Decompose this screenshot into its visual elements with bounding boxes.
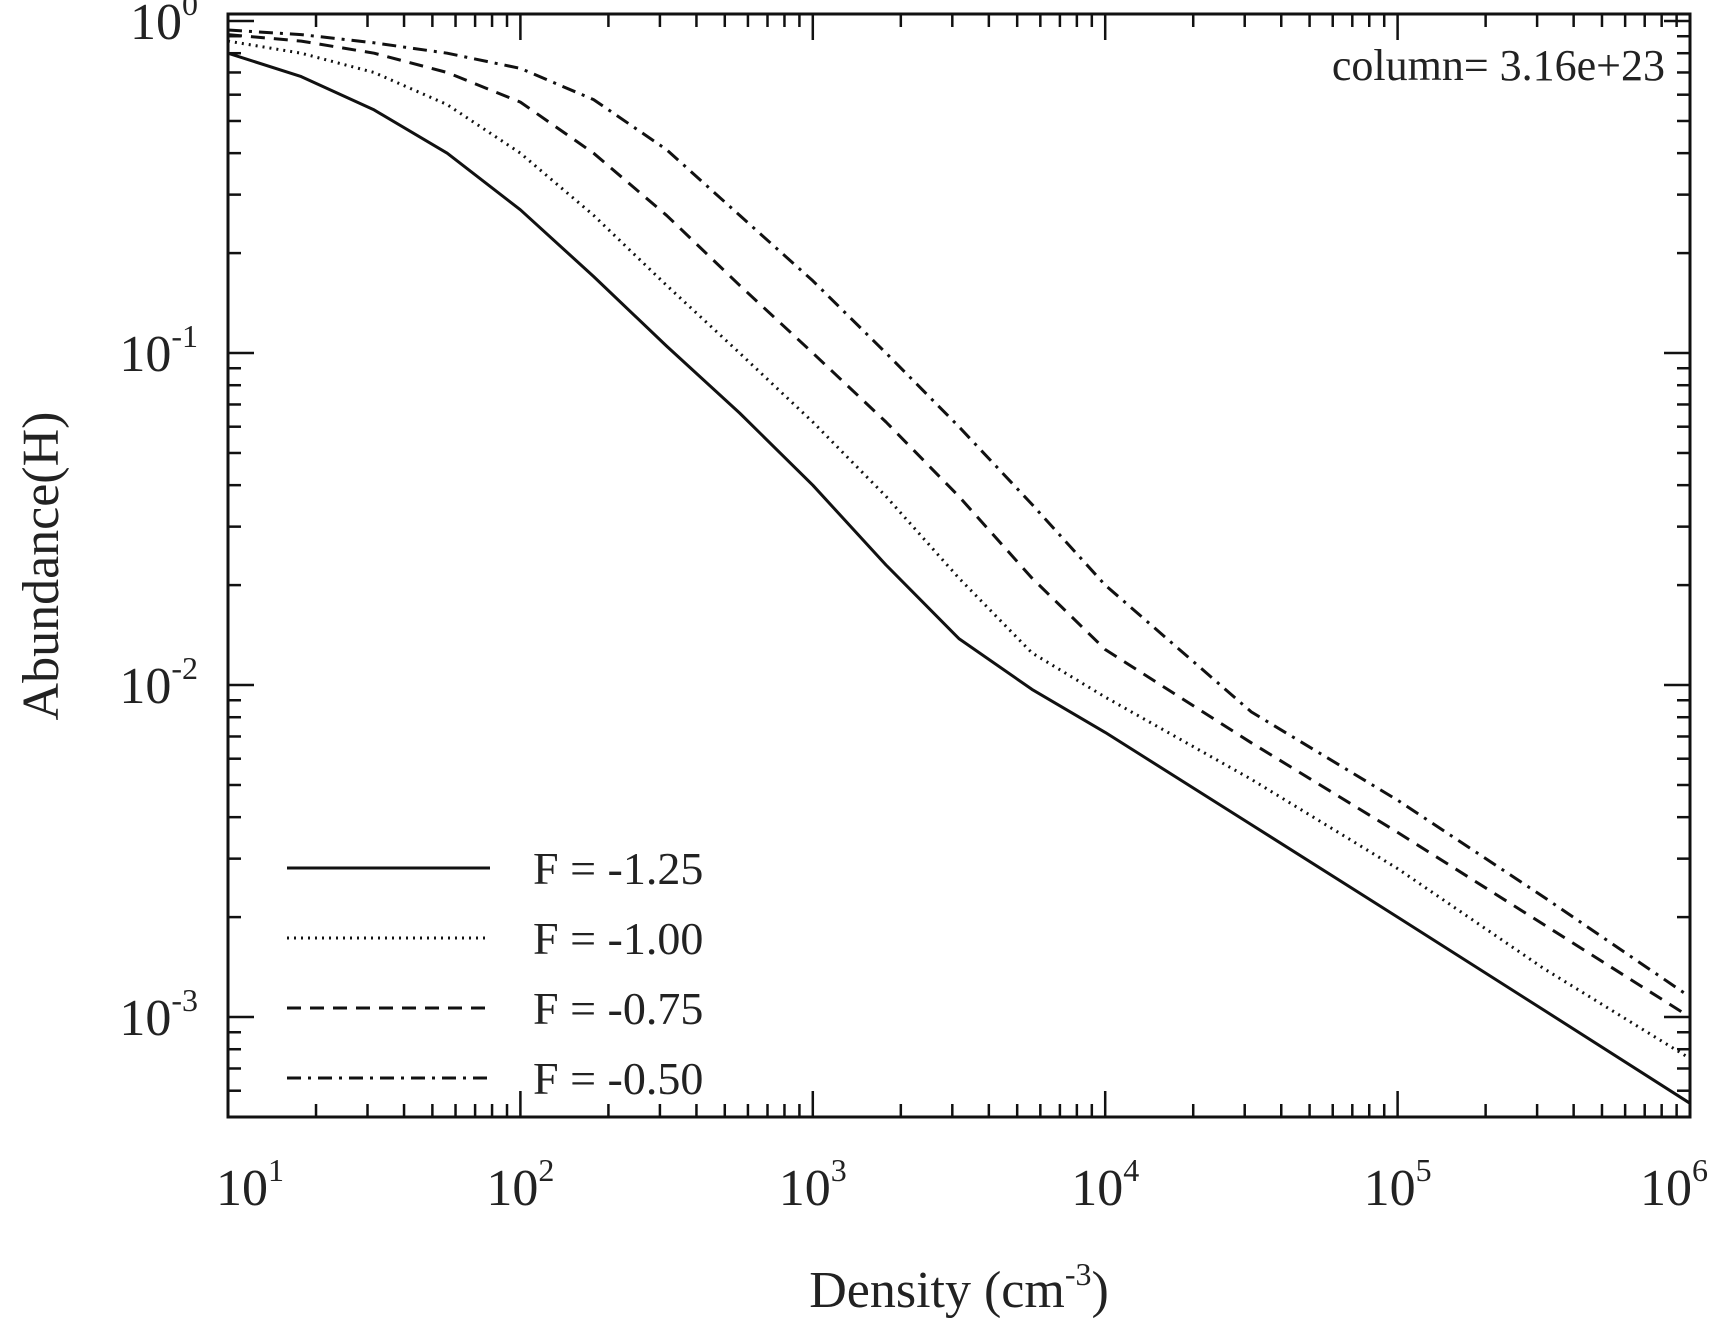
y-tick-base: 10 bbox=[119, 658, 171, 715]
series-line-3 bbox=[227, 33, 1691, 1019]
series-line-2 bbox=[227, 39, 1691, 1060]
x-tick-label: 102 bbox=[486, 1152, 554, 1217]
series-line-1 bbox=[227, 51, 1691, 1105]
series-layer bbox=[227, 28, 1691, 1105]
y-tick-exp: -2 bbox=[171, 650, 198, 686]
x-tick-exp: 4 bbox=[1123, 1152, 1139, 1188]
x-tick-label: 104 bbox=[1071, 1152, 1139, 1217]
y-tick-exp: 0 bbox=[182, 0, 198, 22]
legend-label-1: F = -1.25 bbox=[533, 843, 703, 894]
y-tick-exp: -3 bbox=[171, 982, 198, 1018]
y-tick-label: 100 bbox=[130, 0, 198, 51]
x-tick-base: 10 bbox=[779, 1160, 831, 1217]
y-tick-base: 10 bbox=[130, 0, 182, 51]
legend-label-3: F = -0.75 bbox=[533, 983, 703, 1034]
y-tick-label: 10-2 bbox=[119, 650, 198, 715]
y-tick-label: 10-1 bbox=[119, 318, 198, 383]
x-axis-title-sup: -3 bbox=[1065, 1256, 1092, 1292]
x-axis-title: Density (cm-3) bbox=[809, 1256, 1109, 1319]
x-tick-exp: 2 bbox=[538, 1152, 554, 1188]
x-tick-base: 10 bbox=[1640, 1160, 1692, 1217]
y-tick-exp: -1 bbox=[171, 318, 198, 354]
plot-frame bbox=[226, 12, 1692, 1119]
series-line-4 bbox=[227, 28, 1691, 999]
x-tick-label: 101 bbox=[216, 1152, 284, 1217]
x-tick-label: 105 bbox=[1364, 1152, 1432, 1217]
x-tick-label: 103 bbox=[779, 1152, 847, 1217]
axis-ticks bbox=[226, 14, 1692, 1119]
x-tick-base: 10 bbox=[216, 1160, 268, 1217]
x-axis-title-close: ) bbox=[1091, 1262, 1108, 1319]
legend-label-2: F = -1.00 bbox=[533, 913, 703, 964]
x-tick-base: 10 bbox=[1071, 1160, 1123, 1217]
x-tick-label: 106 bbox=[1640, 1152, 1708, 1217]
column-annotation: column= 3.16e+23 bbox=[1332, 41, 1665, 90]
x-tick-exp: 1 bbox=[268, 1152, 284, 1188]
y-tick-label: 10-3 bbox=[119, 982, 198, 1047]
legend-label-4: F = -0.50 bbox=[533, 1053, 703, 1104]
y-axis-title: Abundance(H) bbox=[13, 412, 70, 721]
x-tick-base: 10 bbox=[486, 1160, 538, 1217]
x-tick-exp: 3 bbox=[831, 1152, 847, 1188]
y-tick-base: 10 bbox=[119, 990, 171, 1047]
x-axis-title-main: Density (cm bbox=[809, 1262, 1065, 1319]
x-tick-exp: 6 bbox=[1692, 1152, 1708, 1188]
x-tick-labels: 101 102 103 104 105 106 bbox=[216, 1152, 1708, 1217]
x-tick-exp: 5 bbox=[1416, 1152, 1432, 1188]
x-tick-base: 10 bbox=[1364, 1160, 1416, 1217]
y-tick-base: 10 bbox=[119, 326, 171, 383]
legend: F = -1.25 F = -1.00 F = -0.75 F = -0.50 bbox=[287, 843, 703, 1104]
